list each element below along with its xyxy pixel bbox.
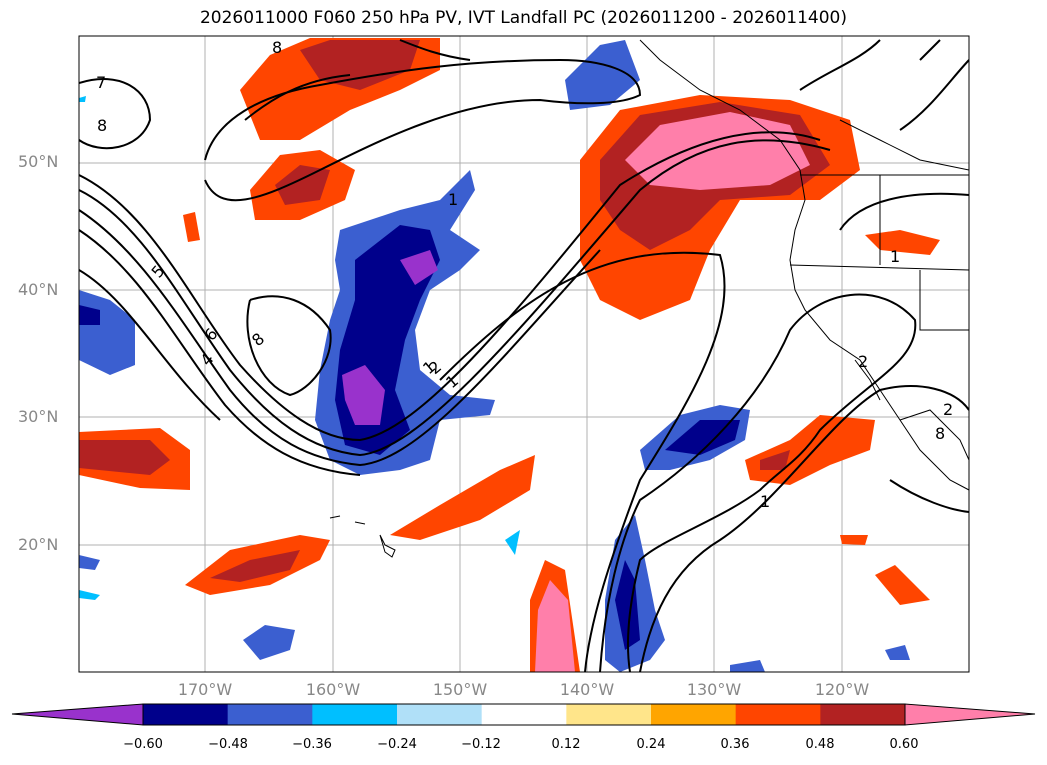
contour-label: 1	[448, 190, 459, 209]
colorbar-segment	[227, 704, 313, 725]
colorbar-extend-low	[12, 704, 143, 725]
contour-label: 1	[890, 247, 901, 266]
colorbar-tick: −0.24	[377, 737, 417, 752]
colorbar-tick: −0.60	[123, 737, 163, 752]
colorbar-segment	[735, 704, 821, 725]
lat-label-30n: 30°N	[18, 407, 59, 426]
colorbar-segment	[397, 704, 483, 725]
colorbar-tick: 0.36	[720, 737, 750, 752]
pv-negative-canada	[565, 40, 640, 110]
colorbar-segment	[566, 704, 652, 725]
lon-label-120w: 120°W	[814, 680, 870, 699]
colorbar-segment	[143, 704, 229, 725]
lon-label-140w: 140°W	[559, 680, 615, 699]
contour-label: 2	[858, 352, 869, 371]
map-panel	[78, 35, 970, 673]
lat-label-40n: 40°N	[18, 280, 59, 299]
lat-label-50n: 50°N	[18, 152, 59, 171]
contour-label: 7	[96, 73, 107, 92]
lon-label-160w: 160°W	[305, 680, 361, 699]
lon-label-150w: 150°W	[432, 680, 488, 699]
colorbar-extend-high	[905, 704, 1035, 725]
colorbar-segment	[651, 704, 737, 725]
colorbar-tick: 0.48	[805, 737, 835, 752]
colorbar	[11, 703, 1036, 726]
colorbar-tick: 0.12	[551, 737, 581, 752]
contour-label: 8	[935, 424, 946, 443]
lat-label-20n: 20°N	[18, 535, 59, 554]
colorbar-tick: 0.60	[889, 737, 919, 752]
colorbar-tick: 0.24	[636, 737, 666, 752]
map-frame	[78, 35, 970, 673]
contour-label: 8	[272, 38, 283, 57]
colorbar-tick: −0.12	[461, 737, 501, 752]
lon-label-130w: 130°W	[686, 680, 742, 699]
coastlines	[329, 39, 969, 558]
map-title: 2026011000 F060 250 hPa PV, IVT Landfall…	[199, 8, 847, 28]
contour-label: 8	[97, 116, 108, 135]
colorbar-segment	[312, 704, 398, 725]
contour-label: 2	[943, 400, 954, 419]
colorbar-segments	[12, 704, 1035, 725]
lon-label-170w: 170°W	[177, 680, 233, 699]
contour-lines	[79, 39, 969, 672]
colorbar-tick: −0.36	[292, 737, 332, 752]
colorbar-segment	[820, 704, 906, 725]
contour-label: 1	[760, 492, 771, 511]
colorbar-tick: −0.48	[208, 737, 248, 752]
colorbar-segment	[481, 704, 567, 725]
pv-positive-subtropics2	[390, 455, 535, 540]
